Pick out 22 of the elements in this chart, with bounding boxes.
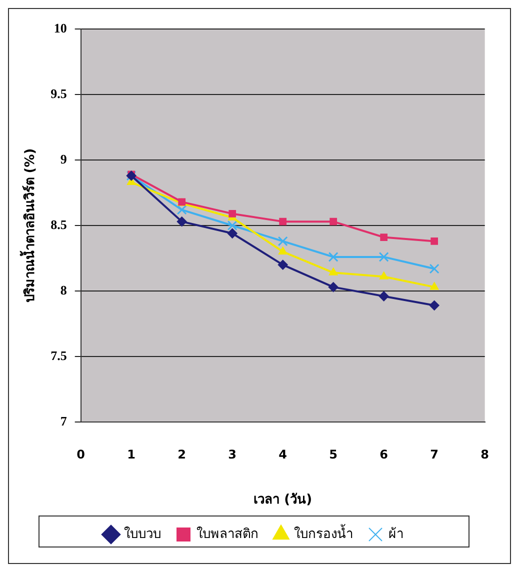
y-tick-label: 9.5 bbox=[50, 86, 68, 101]
y-tick-label: 7.5 bbox=[50, 348, 68, 363]
legend-label: ใบพลาสติก bbox=[196, 526, 258, 542]
y-axis-title: ปริมาณน้ำตาลอินเวิร์ต (%) bbox=[19, 148, 38, 303]
y-tick-label: 8 bbox=[60, 282, 68, 298]
x-tick-label: 0 bbox=[76, 447, 86, 462]
x-tick-label: 2 bbox=[178, 447, 186, 462]
x-tick-label: 7 bbox=[430, 447, 439, 462]
x-axis-title: เวลา (วัน) bbox=[254, 492, 312, 508]
y-tick-label: 7 bbox=[60, 413, 68, 428]
x-tick-label: 5 bbox=[329, 447, 338, 462]
legend-label: ผ้า bbox=[388, 526, 404, 542]
x-tick-label: 1 bbox=[127, 447, 136, 462]
x-tick-label: 8 bbox=[480, 447, 490, 462]
y-tick-label: 10 bbox=[54, 20, 67, 36]
y-tick-label: 9 bbox=[60, 151, 68, 166]
x-tick-label: 4 bbox=[278, 447, 288, 462]
legend-label: ใบบวบ bbox=[124, 526, 161, 542]
x-tick-label: 3 bbox=[228, 447, 237, 462]
x-tick-label: 6 bbox=[380, 447, 388, 462]
y-tick-label: 8.5 bbox=[50, 216, 68, 232]
legend-label: ใบกรองน้ำ bbox=[294, 524, 353, 542]
